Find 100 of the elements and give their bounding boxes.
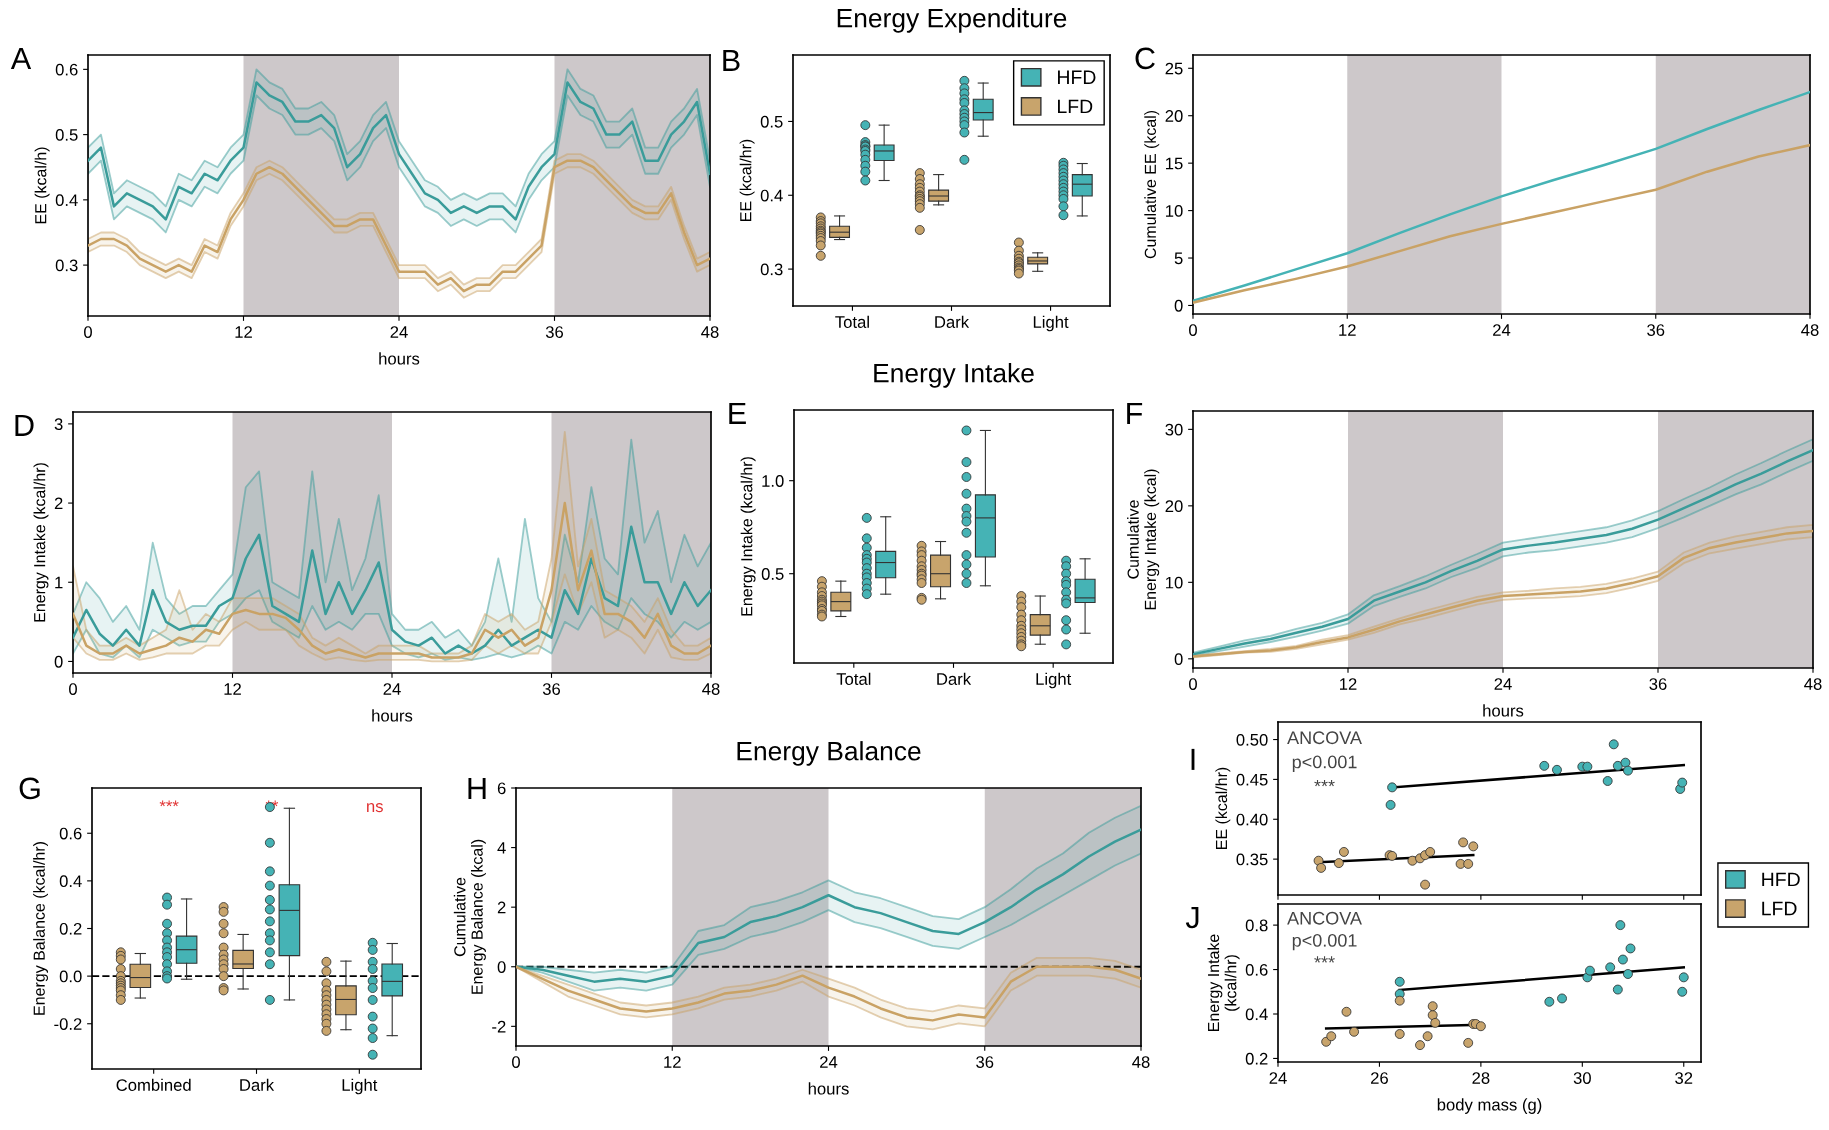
x-tick-label: 28 xyxy=(1472,1072,1490,1084)
annotation: ANCOVA xyxy=(1287,731,1362,745)
annotation: p<0.001 xyxy=(1292,933,1357,951)
x-tick-label: 24 xyxy=(383,683,401,695)
text: J xyxy=(1185,906,1199,929)
x-tick-label: Light xyxy=(1036,672,1072,689)
x-tick-label: Dark xyxy=(240,1078,275,1091)
x-tick-label: Total xyxy=(835,315,869,328)
x-tick-label: 48 xyxy=(701,326,719,338)
text: D xyxy=(15,414,34,436)
y-tick-label: 25 xyxy=(1165,62,1183,75)
y-tick-label: 20 xyxy=(1165,500,1183,513)
x-tick-label: 36 xyxy=(1647,324,1665,336)
y-tick-label: 0.2 xyxy=(59,922,82,935)
y-axis-title: Energy Intake (kcal/hr) xyxy=(33,463,49,622)
x-tick-label: 32 xyxy=(1675,1072,1693,1084)
x-axis-title: body mass (g) xyxy=(1437,1098,1542,1114)
y-tick-label: 1 xyxy=(55,576,63,589)
y-axis-title: EE (kcal/hr) xyxy=(739,139,755,221)
x-tick-label: 0 xyxy=(512,1056,520,1068)
y-tick-label: 0.5 xyxy=(55,129,78,141)
y-tick-label: 0.3 xyxy=(760,263,783,276)
y-tick-label: 6 xyxy=(497,782,506,795)
text: G xyxy=(19,777,40,800)
y-tick-label: 0 xyxy=(54,655,63,668)
x-tick-label: 36 xyxy=(542,683,561,695)
y-tick-label: 0.45 xyxy=(1236,773,1268,786)
y-tick-label: 0.6 xyxy=(55,63,78,76)
x-tick-label: 0 xyxy=(84,326,92,338)
x-tick-label: 48 xyxy=(1132,1056,1150,1068)
x-tick-label: Total xyxy=(836,672,871,685)
y-tick-label: 0.5 xyxy=(760,115,783,128)
y-tick-label: -2 xyxy=(492,1020,506,1033)
text: E xyxy=(729,402,746,424)
y-axis-title: Energy Intake (kcal/hr) xyxy=(740,457,756,616)
x-tick-label: 12 xyxy=(235,326,252,338)
y-tick-label: 0.3 xyxy=(55,259,78,272)
y-axis-title: Cumulative EE (kcal) xyxy=(1144,110,1160,259)
y-axis-title: EE (kcal/hr) xyxy=(1215,767,1231,849)
y-tick-label: 2 xyxy=(54,497,63,510)
y-axis-title: Energy Balance (kcal/hr) xyxy=(33,842,49,1015)
y-tick-label: 0.40 xyxy=(1236,813,1268,826)
y-axis-title: Energy Intake (kcal/hr) xyxy=(1207,934,1240,1031)
legend-label: LFD xyxy=(1762,901,1797,916)
y-tick-label: 0.4 xyxy=(760,189,783,202)
x-tick-label: 12 xyxy=(1339,324,1356,336)
y-tick-label: 4 xyxy=(497,842,506,854)
x-tick-label: 48 xyxy=(1801,324,1819,336)
annotation: *** xyxy=(1314,956,1335,963)
y-tick-label: 0.4 xyxy=(55,194,78,207)
x-tick-label: 24 xyxy=(820,1056,838,1068)
text: I xyxy=(1191,748,1195,770)
x-tick-label: 12 xyxy=(664,1056,681,1068)
y-tick-label: 0.35 xyxy=(1236,853,1268,866)
x-axis-title: hours xyxy=(808,1082,849,1095)
y-axis-title: EE (kcal/h) xyxy=(34,147,50,224)
chart-title: Energy Balance xyxy=(737,741,921,766)
y-tick-label: 0.0 xyxy=(59,970,82,983)
x-axis-title: hours xyxy=(379,352,420,365)
x-tick-label: 24 xyxy=(1494,678,1512,690)
y-tick-label: 3 xyxy=(54,418,63,431)
annotation: *** xyxy=(1314,779,1335,787)
chart-title: Energy Expenditure xyxy=(837,8,1067,33)
y-tick-label: 0.6 xyxy=(59,827,82,840)
annotation: ANCOVA xyxy=(1287,911,1362,925)
x-tick-label: 24 xyxy=(1493,324,1511,336)
annotation: p<0.001 xyxy=(1292,755,1357,772)
x-tick-label: 48 xyxy=(702,683,720,695)
x-tick-label: Light xyxy=(1033,315,1069,332)
y-tick-label: 10 xyxy=(1166,576,1183,589)
y-tick-label: 30 xyxy=(1165,423,1183,436)
y-tick-label: 15 xyxy=(1166,157,1183,170)
y-tick-label: 1.0 xyxy=(762,475,784,487)
y-axis-title: Cumulative Energy Intake (kcal) xyxy=(1127,469,1160,610)
y-axis-title: Cumulative Energy Balance (kcal) xyxy=(453,839,486,994)
x-tick-label: 12 xyxy=(224,683,241,695)
x-tick-label: 36 xyxy=(976,1056,994,1068)
annotation: *** xyxy=(159,800,179,807)
text: B xyxy=(723,49,740,71)
x-tick-label: 0 xyxy=(1189,324,1197,336)
y-tick-label: 0.6 xyxy=(1245,963,1268,976)
x-tick-label: 48 xyxy=(1804,678,1822,690)
y-tick-label: 0.2 xyxy=(1245,1052,1268,1065)
x-tick-label: 12 xyxy=(1340,678,1357,690)
text: H xyxy=(468,777,486,799)
y-tick-label: 0.4 xyxy=(1245,1008,1268,1021)
text: C xyxy=(1135,47,1155,70)
x-tick-label: Combined xyxy=(116,1078,191,1091)
x-tick-label: Dark xyxy=(937,672,972,685)
y-tick-label: 0.4 xyxy=(59,875,82,888)
text: F xyxy=(1127,402,1143,424)
chart-title: Energy Intake xyxy=(874,363,1034,388)
x-tick-label: Dark xyxy=(935,315,970,328)
legend-label: HFD xyxy=(1058,70,1096,84)
x-tick-label: 24 xyxy=(390,326,408,338)
legend-label: HFD xyxy=(1762,872,1800,887)
y-tick-label: 0 xyxy=(1174,653,1183,666)
legend-label: LFD xyxy=(1058,99,1093,114)
y-tick-label: 0 xyxy=(497,961,506,973)
y-tick-label: 10 xyxy=(1166,204,1183,217)
